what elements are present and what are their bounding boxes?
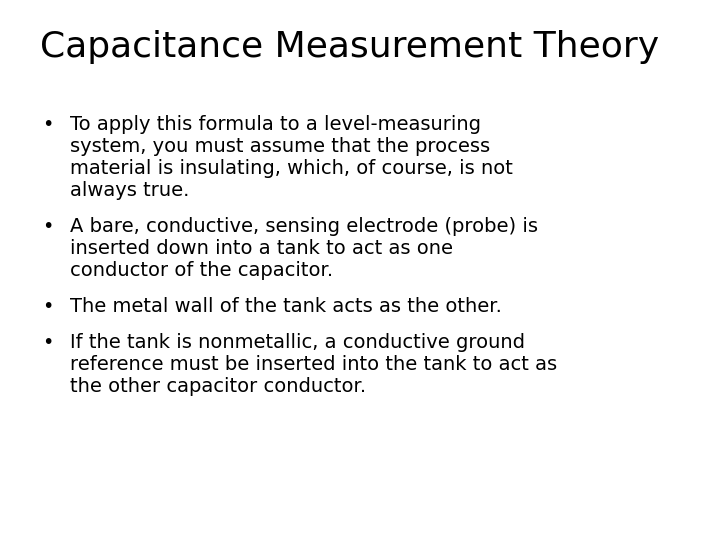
Text: inserted down into a tank to act as one: inserted down into a tank to act as one — [70, 239, 453, 258]
Text: •: • — [42, 115, 53, 134]
Text: A bare, conductive, sensing electrode (probe) is: A bare, conductive, sensing electrode (p… — [70, 217, 538, 236]
Text: system, you must assume that the process: system, you must assume that the process — [70, 137, 490, 156]
Text: always true.: always true. — [70, 181, 189, 200]
Text: •: • — [42, 297, 53, 316]
Text: To apply this formula to a level-measuring: To apply this formula to a level-measuri… — [70, 115, 481, 134]
Text: •: • — [42, 217, 53, 236]
Text: the other capacitor conductor.: the other capacitor conductor. — [70, 377, 366, 396]
Text: Capacitance Measurement Theory: Capacitance Measurement Theory — [40, 30, 659, 64]
Text: The metal wall of the tank acts as the other.: The metal wall of the tank acts as the o… — [70, 297, 502, 316]
Text: reference must be inserted into the tank to act as: reference must be inserted into the tank… — [70, 355, 557, 374]
Text: material is insulating, which, of course, is not: material is insulating, which, of course… — [70, 159, 513, 178]
Text: •: • — [42, 333, 53, 352]
Text: conductor of the capacitor.: conductor of the capacitor. — [70, 261, 333, 280]
Text: If the tank is nonmetallic, a conductive ground: If the tank is nonmetallic, a conductive… — [70, 333, 525, 352]
